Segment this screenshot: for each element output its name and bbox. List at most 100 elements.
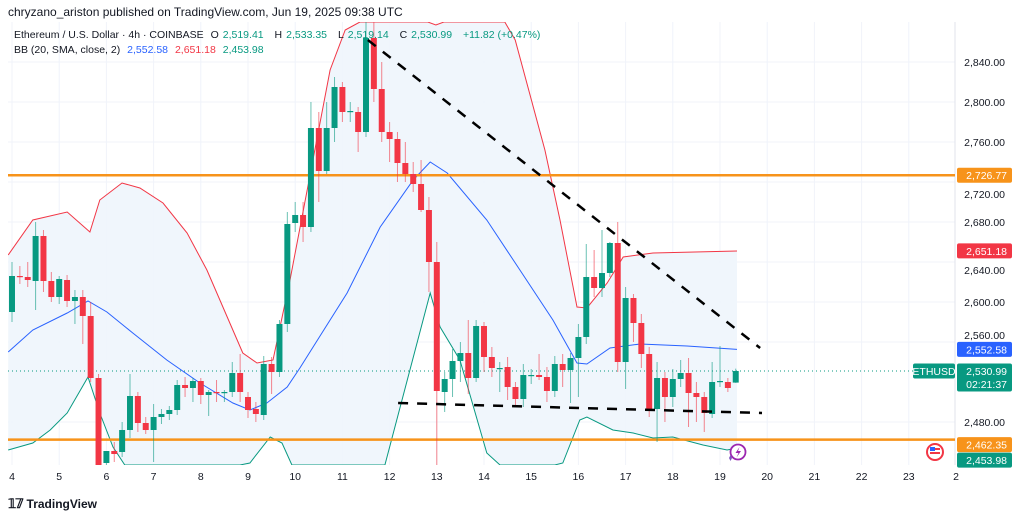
candle: [307, 102, 314, 232]
bb-basis-line: [8, 161, 738, 411]
candle: [158, 409, 165, 424]
lightning-icon[interactable]: [729, 443, 747, 462]
candle-body: [221, 392, 228, 394]
time-tick-label: 7: [151, 471, 157, 483]
candle: [205, 390, 212, 416]
bb-lower-value: 2,453.98: [222, 44, 264, 56]
us-flag-icon[interactable]: [926, 443, 944, 461]
price-badge-bg: [957, 341, 1012, 357]
price-badge-label: 2,462.35: [966, 440, 1007, 452]
candle: [473, 320, 480, 382]
candle-body: [559, 364, 566, 370]
candle-body: [158, 414, 165, 417]
horizontal-levels[interactable]: [8, 173, 955, 441]
candle-body: [127, 396, 133, 430]
time-tick-label: 19: [714, 471, 726, 483]
close-value: 2,530.99: [411, 29, 453, 41]
candle-body: [709, 382, 716, 414]
countdown-label: 02:21:37: [966, 379, 1007, 391]
candle: [669, 369, 676, 407]
candle: [64, 275, 71, 307]
price-axis[interactable]: 2,840.00 2,800.00 2,760.00 2,720.00 2,680.00…: [912, 57, 1012, 468]
dashed-trendline[interactable]: [398, 401, 763, 415]
change-value: +11.82 (+0.47%): [462, 29, 541, 41]
candle: [16, 266, 23, 284]
candle-body: [174, 385, 181, 410]
tradingview-footer[interactable]: 𝟙𝟟 TradingView: [8, 496, 97, 512]
candle: [189, 378, 196, 402]
candle-body: [71, 297, 78, 301]
candle: [543, 367, 550, 402]
candle: [465, 320, 472, 394]
candle-body: [213, 392, 220, 394]
candle: [355, 107, 362, 152]
candle-body: [9, 276, 15, 312]
time-axis[interactable]: 4 5 6 7 8 9 10 11 12 13 14 15 16 17 18 19 20 21 22 23 2: [9, 471, 959, 483]
candle: [378, 62, 385, 142]
time-tick-label: 6: [103, 471, 109, 483]
candle: [536, 354, 543, 380]
candle: [520, 364, 527, 407]
candle-body: [717, 381, 723, 383]
price-tick-label: 2,480.00: [964, 417, 1005, 429]
time-tick-label: 5: [56, 471, 62, 483]
candle-body: [24, 277, 31, 280]
candle: [606, 242, 613, 277]
time-tick-label: 17: [620, 471, 632, 483]
candle: [567, 353, 574, 403]
bb-indicator-label[interactable]: BB (20, SMA, close, 2): [14, 44, 121, 56]
dashed-trendline[interactable]: [367, 39, 761, 349]
bb-upper-line: [8, 22, 738, 364]
candles: [9, 22, 739, 465]
candle-body: [394, 139, 401, 163]
candle-body: [402, 163, 409, 174]
candle-body: [551, 364, 558, 391]
candle: [418, 160, 425, 212]
candle-body: [307, 128, 314, 227]
candle-body: [543, 377, 550, 391]
candle: [127, 374, 133, 438]
candle: [614, 222, 621, 372]
candle: [591, 250, 598, 297]
candle: [260, 356, 267, 420]
candle-body: [331, 87, 338, 128]
candle-body: [142, 423, 149, 430]
candle: [693, 382, 700, 422]
chart-icons: [729, 443, 944, 462]
candle-body: [473, 326, 480, 378]
candle: [284, 212, 291, 332]
open-value: 2,519.41: [222, 29, 264, 41]
brand-name: TradingView: [26, 497, 98, 511]
candle: [87, 302, 94, 382]
candle-body: [323, 128, 330, 171]
candle: [9, 262, 15, 322]
trendlines[interactable]: [367, 39, 763, 415]
candle: [363, 22, 369, 137]
candle-body: [724, 382, 731, 388]
candle-body: [182, 385, 189, 388]
candle-body: [87, 316, 94, 378]
candle: [496, 362, 503, 392]
bb-upper-value: 2,651.18: [174, 44, 216, 56]
candle: [150, 404, 157, 462]
candle: [717, 346, 723, 387]
time-tick-label: 9: [245, 471, 251, 483]
candle: [370, 22, 377, 102]
candle: [402, 142, 409, 182]
time-tick-label: 23: [903, 471, 915, 483]
candle-body: [134, 396, 141, 423]
symbol-title[interactable]: Ethereum / U.S. Dollar · 4h · COINBASE: [14, 29, 204, 41]
candle: [229, 362, 236, 397]
bb-legend-row: BB (20, SMA, close, 2) 2,552.58 2,651.18…: [14, 43, 544, 58]
candle-body: [465, 353, 472, 378]
candle: [559, 354, 566, 387]
price-badge-bg: [957, 452, 1012, 468]
time-tick-label: 14: [478, 471, 490, 483]
candle: [276, 320, 283, 377]
price-badge-bg: [957, 243, 1012, 259]
candle-body: [150, 417, 157, 430]
time-tick-label: 10: [289, 471, 301, 483]
candle: [142, 417, 149, 434]
candle-body: [378, 89, 385, 132]
